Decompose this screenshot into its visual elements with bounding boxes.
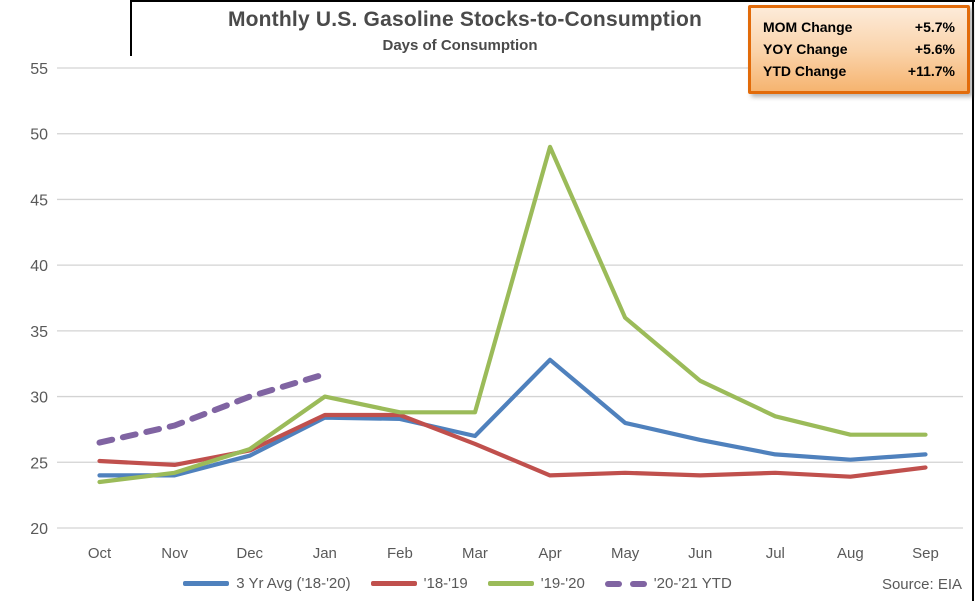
stats-row-ytd: YTD Change +11.7% [763,60,955,82]
stats-value-ytd: +11.7% [907,63,955,79]
chart-legend: 3 Yr Avg ('18-'20) '18-'19 '19-'20 '20-'21 … [0,575,975,592]
legend-label: '20-'21 YTD [653,575,732,592]
y-tick-label: 30 [30,390,48,407]
y-tick-label: 50 [30,127,48,144]
stats-row-yoy: YOY Change +5.6% [763,38,955,60]
series-line [96,371,328,446]
x-tick-label: Oct [88,545,112,562]
legend-label: '18-'19 [423,575,468,592]
chart-title: Monthly U.S. Gasoline Stocks-to-Consumpt… [227,8,703,31]
source-label: Source: EIA [881,576,962,593]
y-tick-label: 40 [30,258,48,275]
legend-dash-segment [604,580,622,587]
legend-item: '20-'21 YTD [604,575,732,592]
legend-dash-segment [629,580,647,587]
x-tick-label: Feb [387,545,413,562]
legend-label: 3 Yr Avg ('18-'20) [236,575,351,592]
stats-label-mom: MOM Change [763,19,853,35]
stats-box: MOM Change +5.7% YOY Change +5.6% YTD Ch… [748,5,970,94]
chart-subtitle: Days of Consumption [382,37,538,54]
legend-item: '18-'19 [370,575,468,592]
y-tick-label: 20 [30,521,48,538]
x-tick-label: Apr [538,545,561,562]
x-tick-label: Jul [766,545,785,562]
x-tick-label: May [611,545,640,562]
stats-value-yoy: +5.6% [914,41,955,57]
x-tick-label: Nov [161,545,188,562]
stats-value-mom: +5.7% [914,19,955,35]
chart-border-right [972,0,974,601]
x-tick-label: Dec [236,545,263,562]
series-line [97,357,928,478]
legend-item: 3 Yr Avg ('18-'20) [183,575,351,592]
legend-line-swatch [487,581,534,586]
x-tick-label: Sep [912,545,939,562]
legend-item: '19-'20 [487,575,585,592]
y-tick-label: 45 [30,192,48,209]
series-line [97,144,928,485]
chart-border-left-stub [130,0,132,56]
stats-label-ytd: YTD Change [763,63,847,79]
chart-border-top [130,0,975,2]
x-tick-label: Jan [313,545,337,562]
legend-line-swatch [370,581,417,586]
y-tick-label: 25 [30,455,48,472]
x-tick-label: Jun [688,545,712,562]
y-tick-label: 55 [30,61,48,78]
stats-row-mom: MOM Change +5.7% [763,16,955,38]
legend-label: '19-'20 [540,575,585,592]
x-tick-label: Mar [462,545,488,562]
y-tick-label: 35 [30,324,48,341]
stats-label-yoy: YOY Change [763,41,848,57]
legend-dash-swatch [604,580,647,587]
legend-line-swatch [183,581,230,586]
x-tick-label: Aug [837,545,864,562]
